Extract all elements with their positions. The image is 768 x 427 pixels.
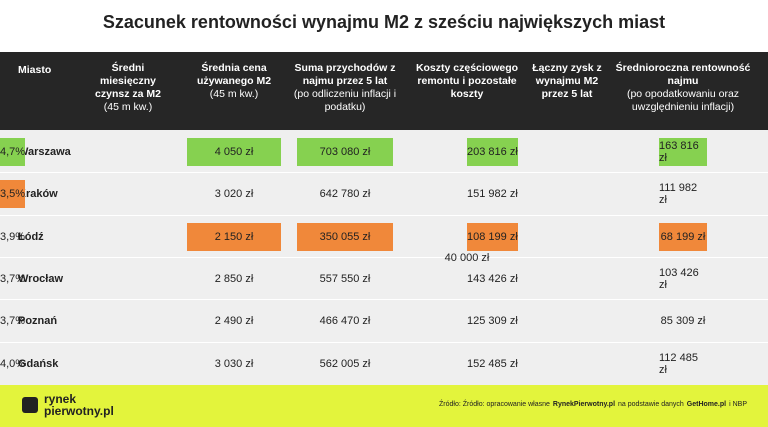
- header-bold: Średni miesięczny czynsz za M2: [95, 62, 161, 100]
- value-cell: 151 982 zł: [467, 188, 518, 201]
- value-cell: 3 020 zł: [214, 188, 254, 201]
- title: Szacunek rentowności wynajmu M2 z sześci…: [102, 12, 666, 32]
- value-cell: 3,9%: [0, 230, 26, 243]
- value-cell: 4,0%: [0, 357, 26, 370]
- source-part: na podstawie danych: [618, 401, 684, 408]
- value-cell: 103 426 zł: [659, 266, 699, 291]
- header-note: (po odliczeniu inflacji i podatku): [293, 88, 397, 113]
- header-bold: Średnia cena używanego M2: [196, 62, 272, 87]
- value-cell: 2 850 zł: [214, 272, 254, 285]
- header-bold: Suma przychodów z najmu przez 5 lat: [294, 62, 396, 87]
- value-cell: 111 982 zł: [659, 182, 698, 207]
- header-row: Miasto Średni miesięczny czynsz za M2 (45 …: [0, 52, 768, 130]
- value-cell: 350 055 zł: [297, 222, 393, 251]
- value-cell: 466 470 zł: [319, 315, 371, 328]
- logo-icon: [22, 397, 38, 413]
- value-cell: 4 050 zł: [187, 138, 281, 166]
- city: Łódź: [18, 230, 44, 243]
- logo: rynek pierwotny.pl: [44, 393, 114, 417]
- city: Wrocław: [18, 272, 64, 285]
- city: Warszawa: [18, 146, 71, 158]
- header-cell: Średnioroczna rentowność najmu (po opodat…: [616, 62, 751, 114]
- footer: rynek pierwotny.pl Źródło: Źródło: oprac…: [0, 385, 768, 427]
- value-cell: 3,7%: [0, 272, 26, 285]
- header-note: (45 m kw.): [103, 101, 153, 113]
- source-part: RynekPierwotny.pl: [552, 401, 616, 408]
- shared-cost: 40 000 zł: [444, 251, 490, 264]
- header-bold: Miasto: [18, 64, 52, 76]
- header-bold: Łączny zysk z wynajmu M2 przez 5 lat: [532, 62, 602, 100]
- value-cell: 85 309 zł: [660, 315, 706, 328]
- value-cell: 703 080 zł: [297, 138, 393, 166]
- city: Poznań: [18, 315, 58, 328]
- header-cell: Koszty częściowego remontu i pozostałe k…: [415, 62, 520, 101]
- header-cell: Średni miesięczny czynsz za M2 (45 m kw.): [83, 62, 173, 114]
- value-cell: 2 150 zł: [187, 222, 281, 251]
- value-cell: 3,5%: [0, 180, 26, 209]
- header-note: (po opodatkowaniu oraz uwzględnieniu inf…: [626, 88, 740, 113]
- value-cell: 2 490 zł: [214, 315, 254, 328]
- value-cell: 3 030 zł: [214, 357, 254, 370]
- header-bold: Koszty częściowego remontu i pozostałe k…: [415, 62, 519, 100]
- header-cell: Średnia cena używanego M2 (45 m kw.): [182, 62, 287, 101]
- value-cell: 108 199 zł: [467, 222, 518, 251]
- source-part: i NBP: [729, 401, 747, 408]
- value-cell: 203 816 zł: [467, 138, 518, 166]
- row-separator: [0, 299, 768, 301]
- value-cell: 112 485 zł: [659, 351, 698, 376]
- value-cell: 152 485 zł: [467, 357, 518, 370]
- value-cell: 163 816 zł: [659, 138, 707, 166]
- row-separator: [0, 341, 768, 343]
- value-cell: 562 005 zł: [319, 357, 371, 370]
- value-cell: 68 199 zł: [659, 222, 707, 251]
- city: Gdańsk: [18, 357, 59, 370]
- logo-top: rynek: [44, 392, 77, 406]
- source-part: GetHome.pl: [686, 401, 727, 408]
- header-cell: Łączny zysk z wynajmu M2 przez 5 lat: [527, 62, 607, 101]
- source: Źródło: Źródło: opracowanie własne RynekP…: [439, 401, 750, 408]
- city: Kraków: [18, 188, 58, 201]
- value-cell: 4,7%: [0, 138, 26, 166]
- row-separator: [0, 214, 768, 216]
- value-cell: 557 550 zł: [319, 272, 371, 285]
- value-cell: 143 426 zł: [467, 272, 518, 285]
- row-separator: [0, 256, 768, 258]
- row-separator: [0, 172, 768, 174]
- value-cell: 642 780 zł: [319, 188, 371, 201]
- header-cell: Suma przychodów z najmu przez 5 lat (po o…: [283, 62, 408, 114]
- source-part: Źródło: Źródło: opracowanie własne: [439, 401, 550, 408]
- table-body: Warszawa 4 050 zł 703 080 zł 203 816 zł 163 …: [0, 130, 768, 385]
- value-cell: 3,7%: [0, 315, 26, 328]
- header-bold: Średnioroczna rentowność najmu: [615, 62, 751, 87]
- value-cell: 125 309 zł: [467, 315, 518, 328]
- logo-bottom: pierwotny.pl: [44, 404, 114, 418]
- header-note: (45 m kw.): [209, 88, 259, 100]
- header-cell: Miasto: [18, 64, 51, 76]
